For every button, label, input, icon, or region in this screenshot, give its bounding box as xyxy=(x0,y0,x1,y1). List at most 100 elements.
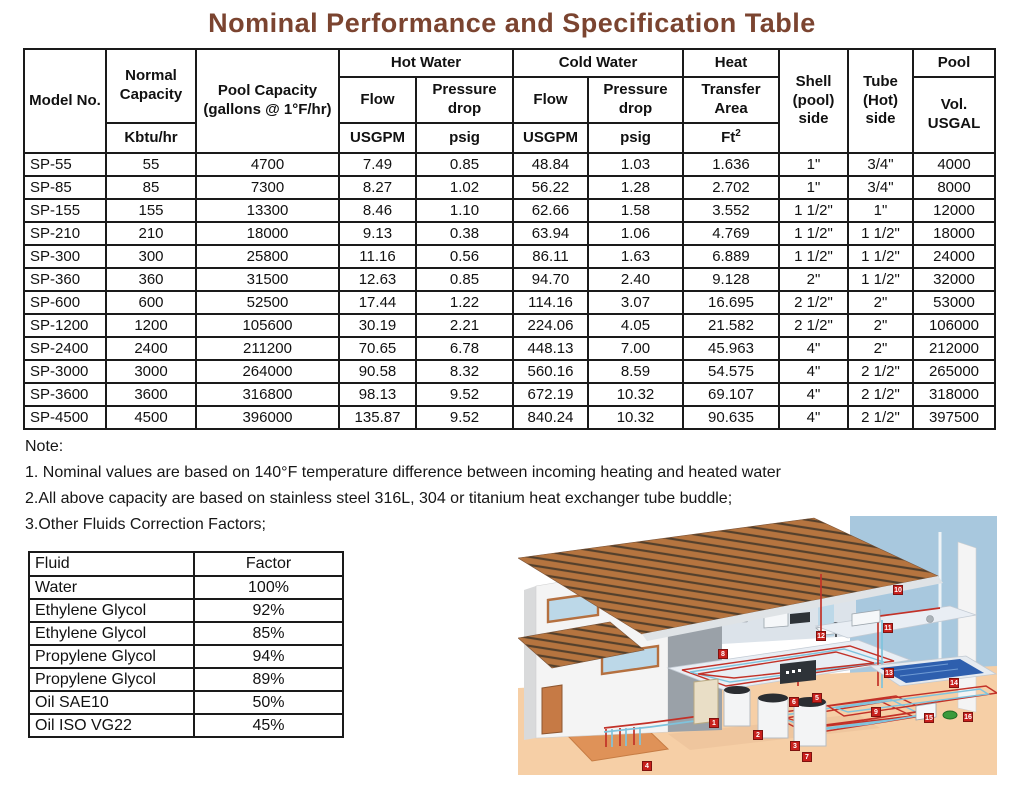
component-badge-9: 9 xyxy=(871,707,881,717)
table-row: Ethylene Glycol 92% xyxy=(28,598,344,623)
control-led-3 xyxy=(798,669,801,672)
cell: 1.03 xyxy=(587,152,684,177)
cell: 2400 xyxy=(105,336,197,361)
unit-hw-psig: psig xyxy=(415,122,514,154)
cell: 3.07 xyxy=(587,290,684,315)
table-row: SP-3000 3000 264000 90.58 8.32 560.16 8.59 54.5… xyxy=(23,359,996,384)
control-led-1 xyxy=(786,671,789,674)
illustration-svg xyxy=(518,516,997,775)
pool-deck-loop-hot xyxy=(825,685,997,717)
cell: 45.963 xyxy=(682,336,780,361)
table-row: SP-55 55 4700 7.49 0.85 48.84 1.03 1.636 1" 3/4" 4… xyxy=(23,152,996,177)
table-row: Ethylene Glycol 85% xyxy=(28,621,344,646)
cell: 62.66 xyxy=(512,198,589,223)
cell: 32000 xyxy=(912,267,996,292)
factor-col-header: Factor xyxy=(193,551,344,577)
cell: 3/4" xyxy=(847,152,914,177)
component-badge-13: 13 xyxy=(884,668,894,678)
cell: 106000 xyxy=(912,313,996,338)
group-cold-water: Cold Water xyxy=(512,48,684,78)
cell: 840.24 xyxy=(512,405,589,430)
left-wall-side xyxy=(524,586,536,740)
cell: SP-3600 xyxy=(23,382,107,407)
pool-area xyxy=(868,655,997,687)
cell: 224.06 xyxy=(512,313,589,338)
cooktop xyxy=(790,612,810,624)
component-badge-5: 5 xyxy=(812,693,822,703)
cell: 94.70 xyxy=(512,267,589,292)
cell: 56.22 xyxy=(512,175,589,200)
cell: 53000 xyxy=(912,290,996,315)
cell: SP-300 xyxy=(23,244,107,269)
cell: 85% xyxy=(193,621,344,646)
pool-ripple-2 xyxy=(899,668,959,677)
cell: 8.27 xyxy=(338,175,417,200)
col-normal-capacity: Normal Capacity xyxy=(105,48,197,124)
cell: 6.78 xyxy=(415,336,514,361)
component-badge-3: 3 xyxy=(790,741,800,751)
component-badge-1: 1 xyxy=(709,718,719,728)
system-illustration: 1 2 3 4 5 6 7 8 9 10 11 12 13 14 15 16 xyxy=(518,516,997,775)
col-cw-pressure: Pressure drop xyxy=(587,76,684,124)
pool-deck-loop-cold xyxy=(835,688,991,713)
cell: 4" xyxy=(778,405,849,430)
cell: 1.28 xyxy=(587,175,684,200)
unit-cw-usgpm: USGPM xyxy=(512,122,589,154)
col-pool-capacity: Pool Capacity (gallons @ 1°F/hr) xyxy=(195,48,340,154)
table-row: SP-85 85 7300 8.27 1.02 56.22 1.28 2.702 1" 3/4" 8… xyxy=(23,175,996,200)
table-row: SP-1200 1200 105600 30.19 2.21 224.06 4.05 21.5… xyxy=(23,313,996,338)
awning-roof xyxy=(518,621,645,669)
cell: Propylene Glycol xyxy=(28,644,195,669)
cell: 2.21 xyxy=(415,313,514,338)
cell: 1.02 xyxy=(415,175,514,200)
cell: 4.769 xyxy=(682,221,780,246)
cell: SP-360 xyxy=(23,267,107,292)
cell: 31500 xyxy=(195,267,340,292)
cell: 16.695 xyxy=(682,290,780,315)
cell: 4" xyxy=(778,382,849,407)
cell: 9.52 xyxy=(415,405,514,430)
cell: 300 xyxy=(105,244,197,269)
cell: SP-55 xyxy=(23,152,107,177)
cell: 30.19 xyxy=(338,313,417,338)
cell: 1 1/2" xyxy=(847,267,914,292)
col-tube-side: Tube (Hot) side xyxy=(847,48,914,154)
geo-return xyxy=(603,719,703,733)
col-pool-vol: Vol. USGAL xyxy=(912,76,996,154)
component-badge-14: 14 xyxy=(949,678,959,688)
cell: Ethylene Glycol xyxy=(28,621,195,646)
cell: 135.87 xyxy=(338,405,417,430)
cell: 2 1/2" xyxy=(778,290,849,315)
cell: 212000 xyxy=(912,336,996,361)
cell: 4.05 xyxy=(587,313,684,338)
cell: 92% xyxy=(193,598,344,623)
cell: SP-210 xyxy=(23,221,107,246)
cell: SP-85 xyxy=(23,175,107,200)
pool-pump xyxy=(942,710,958,720)
cell: 63.94 xyxy=(512,221,589,246)
table-row: SP-155 155 13300 8.46 1.10 62.66 1.58 3.552 1 1/… xyxy=(23,198,996,223)
cell: 89% xyxy=(193,667,344,692)
front-door xyxy=(541,684,563,735)
roof-fascia xyxy=(642,576,943,641)
table-row: SP-300 300 25800 11.16 0.56 86.11 1.63 6.889 1 1… xyxy=(23,244,996,269)
cell: 114.16 xyxy=(512,290,589,315)
cell: 50% xyxy=(193,690,344,715)
cell: 2 1/2" xyxy=(778,313,849,338)
cell: 1 1/2" xyxy=(847,244,914,269)
pool-supply xyxy=(817,711,917,727)
cell: 4700 xyxy=(195,152,340,177)
page-title: Nominal Performance and Specification Ta… xyxy=(208,8,816,38)
unit-cw-psig: psig xyxy=(587,122,684,154)
cell: 0.56 xyxy=(415,244,514,269)
cell: Propylene Glycol xyxy=(28,667,195,692)
notes: Note: 1. Nominal values are based on 140… xyxy=(25,434,781,538)
cell: 2.40 xyxy=(587,267,684,292)
cell: SP-2400 xyxy=(23,336,107,361)
cell: 52500 xyxy=(195,290,340,315)
cell: 8.59 xyxy=(587,359,684,384)
cell: 8.46 xyxy=(338,198,417,223)
component-badge-2: 2 xyxy=(753,730,763,740)
table-row: SP-360 360 31500 12.63 0.85 94.70 2.40 9.128 2" 1… xyxy=(23,267,996,292)
component-badge-16: 16 xyxy=(963,712,973,722)
